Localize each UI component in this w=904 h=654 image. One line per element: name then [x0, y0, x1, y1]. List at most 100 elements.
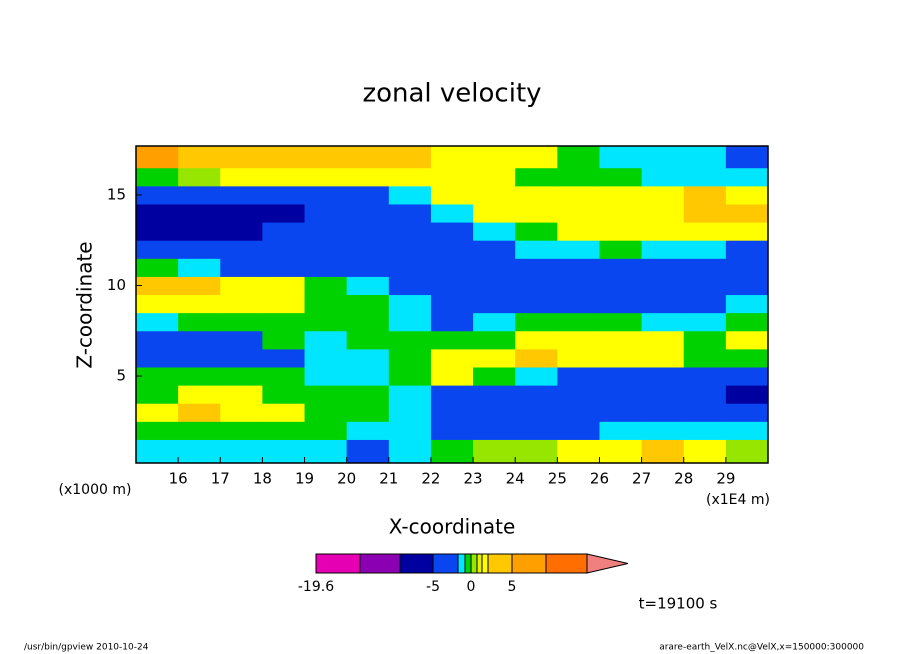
field-cell: [346, 385, 390, 404]
colorbar-box: [315, 553, 361, 574]
field-cell: [136, 312, 179, 332]
field-cell: [346, 167, 390, 187]
field-cell: [430, 366, 474, 386]
field-cell: [557, 258, 600, 277]
y-units: (x1000 m): [59, 482, 132, 498]
field-cell: [304, 258, 348, 277]
field-cell: [683, 167, 727, 187]
field-cell: [220, 185, 263, 205]
field-cell: [304, 167, 348, 187]
field-cell: [599, 348, 643, 368]
field-cell: [262, 385, 306, 404]
field-cell: [725, 258, 769, 277]
field-cell: [599, 258, 643, 277]
field-cell: [304, 348, 348, 368]
field-cell: [473, 222, 516, 241]
colorbar-box: [399, 553, 434, 574]
field-cell: [346, 276, 390, 296]
field-cell: [430, 222, 474, 241]
field-cell: [178, 146, 221, 169]
field-cell: [388, 146, 432, 169]
field-cell: [557, 385, 600, 404]
field-cell: [346, 240, 390, 259]
field-cell: [178, 421, 221, 440]
colorbar-tick-label: -5: [426, 579, 440, 595]
field-cell: [725, 366, 769, 386]
field-cell: [515, 240, 558, 259]
field-cell: [178, 222, 221, 241]
field-cell: [557, 366, 600, 386]
field-cell: [346, 146, 390, 169]
field-cell: [641, 167, 685, 187]
y-tick-label: 15: [107, 185, 126, 203]
field-cell: [515, 403, 558, 422]
field-cell: [557, 403, 600, 422]
field-cell: [262, 185, 306, 205]
field-cell: [683, 421, 727, 440]
field-cell: [388, 222, 432, 241]
field-cell: [473, 348, 516, 368]
x-tick-label: 25: [548, 470, 567, 488]
field-cell: [473, 312, 516, 332]
field-cell: [557, 185, 600, 205]
field-cell: [430, 439, 474, 464]
colorbar-tick-label: 5: [508, 579, 517, 595]
field-cell: [136, 439, 179, 464]
field-cell: [220, 330, 263, 350]
field-cell: [683, 276, 727, 296]
field-cell: [346, 294, 390, 314]
field-cell: [683, 312, 727, 332]
time-label: t=19100 s: [639, 595, 718, 613]
field-cell: [725, 240, 769, 259]
field-cell: [599, 403, 643, 422]
field-cell: [515, 222, 558, 241]
field-cell: [641, 421, 685, 440]
field-cell: [725, 421, 769, 440]
field-cell: [599, 294, 643, 314]
field-cell: [599, 240, 643, 259]
field-cell: [178, 330, 221, 350]
field-cell: [725, 146, 769, 169]
x-tick-label: 24: [506, 470, 525, 488]
field-cell: [557, 330, 600, 350]
field-cell: [220, 439, 263, 464]
field-cell: [178, 403, 221, 422]
field-cell: [473, 203, 516, 223]
field-cell: [178, 203, 221, 223]
field-cell: [641, 258, 685, 277]
field-cell: [220, 312, 263, 332]
field-cell: [725, 294, 769, 314]
field-cell: [388, 348, 432, 368]
field-cell: [262, 146, 306, 169]
field-cell: [515, 348, 558, 368]
field-cell: [515, 366, 558, 386]
field-cell: [641, 294, 685, 314]
field-cell: [136, 403, 179, 422]
field-cell: [473, 146, 516, 169]
field-cell: [262, 403, 306, 422]
colorbar-box: [487, 553, 513, 574]
field-cell: [430, 146, 474, 169]
field-cell: [725, 167, 769, 187]
field-cell: [304, 146, 348, 169]
field-cell: [557, 294, 600, 314]
field-cell: [599, 203, 643, 223]
field-cell: [683, 330, 727, 350]
field-cell: [304, 276, 348, 296]
x-tick-label: 21: [379, 470, 398, 488]
field-cell: [557, 146, 600, 169]
field-cell: [304, 330, 348, 350]
field-cell: [178, 276, 221, 296]
field-cell: [136, 366, 179, 386]
field-cell: [473, 294, 516, 314]
field-cell: [557, 439, 600, 464]
field-cell: [683, 185, 727, 205]
field-cell: [346, 348, 390, 368]
field-cell: [262, 312, 306, 332]
field-cell: [473, 421, 516, 440]
field-cell: [304, 385, 348, 404]
field-cell: [304, 312, 348, 332]
field-cell: [557, 167, 600, 187]
field-cell: [220, 366, 263, 386]
